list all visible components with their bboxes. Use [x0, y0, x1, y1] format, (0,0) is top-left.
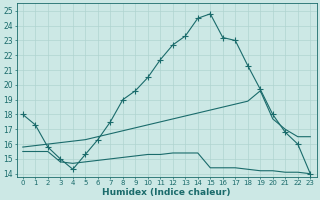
X-axis label: Humidex (Indice chaleur): Humidex (Indice chaleur) [102, 188, 231, 197]
